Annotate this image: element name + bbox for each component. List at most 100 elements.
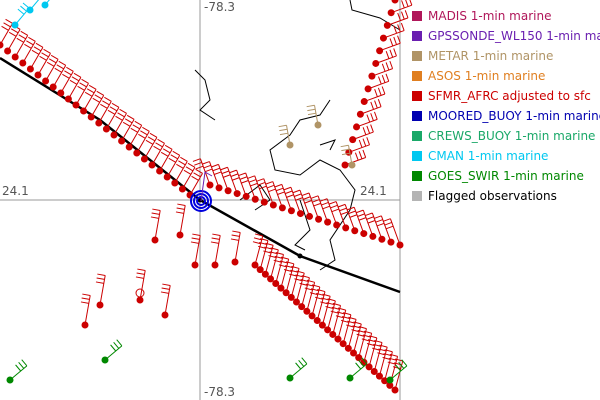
barb-flag xyxy=(361,338,370,342)
barb-flag xyxy=(193,172,201,178)
barb-flag xyxy=(3,22,11,28)
barb-flag xyxy=(239,176,248,180)
wind-barb xyxy=(321,296,331,326)
observation-dot xyxy=(224,187,232,195)
barb-flag xyxy=(153,145,161,151)
observation-dot xyxy=(286,374,294,382)
barb-flag xyxy=(301,275,310,279)
coastline xyxy=(319,139,336,151)
barb-flag xyxy=(317,289,326,293)
barb-flag xyxy=(162,148,171,154)
barb-flag xyxy=(54,67,62,73)
barb-flag xyxy=(160,291,169,294)
barb-flag xyxy=(299,282,308,286)
barb-flag xyxy=(368,335,377,339)
barb-flag xyxy=(150,216,159,219)
barb-flag xyxy=(24,43,32,49)
wind-barb xyxy=(285,263,295,293)
observation-dot xyxy=(306,212,314,220)
observation-dot xyxy=(41,1,49,9)
wind-barb xyxy=(37,53,51,76)
barb-flag xyxy=(401,359,408,367)
barb-flag xyxy=(20,5,27,12)
legend-label: Flagged observations xyxy=(428,189,557,203)
wind-barb xyxy=(280,259,290,289)
barb-flag xyxy=(401,0,405,9)
barb-flag xyxy=(180,156,188,162)
barb-flag xyxy=(336,311,345,315)
barb-flag xyxy=(192,158,201,162)
observation-dot xyxy=(298,303,306,311)
barb-flag xyxy=(358,151,363,160)
barb-flag xyxy=(358,326,367,330)
barb-flag xyxy=(367,220,376,224)
barb-flag xyxy=(280,256,289,260)
barb-flag xyxy=(355,209,364,214)
barb-flag xyxy=(374,339,383,343)
barb-flag xyxy=(213,171,222,176)
barb-flag xyxy=(397,24,401,33)
barb-flag xyxy=(341,152,351,156)
barb-flag xyxy=(201,161,210,165)
observation-dot xyxy=(19,59,27,67)
observation-dot xyxy=(260,198,268,206)
barb-flag xyxy=(343,312,352,316)
observation-dot xyxy=(349,136,357,144)
barb-flag xyxy=(230,173,239,178)
observation-dot xyxy=(4,47,12,55)
barb-flag xyxy=(295,362,302,370)
gpssonde-barb xyxy=(200,171,213,202)
barb-flag xyxy=(43,48,51,54)
observation-dot xyxy=(369,232,377,240)
barb-flag xyxy=(273,259,282,263)
barb-flag xyxy=(203,164,212,169)
barb-flag xyxy=(340,211,349,216)
barb-flag xyxy=(62,73,70,79)
barb-flag xyxy=(381,63,386,72)
wind-barb xyxy=(387,17,409,26)
wind-barb xyxy=(311,286,321,317)
barb-flag xyxy=(81,297,90,300)
observation-dot xyxy=(360,98,368,106)
barb-flag xyxy=(100,103,108,109)
barb-flag xyxy=(389,353,398,357)
barb-flag xyxy=(384,349,393,353)
legend-item: MOORED_BUOY 1-min marine xyxy=(412,106,600,126)
barb-flag xyxy=(384,221,392,226)
barb-flag xyxy=(289,273,298,277)
wind-barb xyxy=(289,363,308,379)
legend-item: GPSSONDE_WL150 1-min marine xyxy=(412,26,600,46)
barb-flag xyxy=(35,42,44,48)
barb-flag xyxy=(307,108,316,112)
barb-flag xyxy=(389,38,394,47)
observation-dot xyxy=(211,261,219,269)
barb-flag xyxy=(275,187,284,192)
barb-flag xyxy=(319,198,328,202)
barb-flag xyxy=(377,99,382,107)
observation-dot xyxy=(96,301,104,309)
observation-dot xyxy=(278,204,286,212)
barb-flag xyxy=(195,168,203,174)
barb-flag xyxy=(347,210,356,215)
wind-barb xyxy=(275,254,284,284)
observation-dot xyxy=(386,381,394,389)
observation-dot xyxy=(360,230,368,238)
barb-flag xyxy=(346,206,355,211)
observation-dot xyxy=(342,224,350,232)
legend-swatch xyxy=(412,11,422,21)
observation-dot xyxy=(251,195,259,203)
observation-dot xyxy=(353,123,361,131)
observation-dot xyxy=(286,141,294,149)
wind-barb xyxy=(121,119,135,142)
legend-swatch xyxy=(412,171,422,181)
barb-flag xyxy=(328,201,337,205)
wind-barb xyxy=(353,323,362,354)
barb-flag xyxy=(382,356,391,360)
barb-flag xyxy=(219,166,228,171)
legend-item: GOES_SWIR 1-min marine xyxy=(412,166,600,186)
barb-flag xyxy=(305,283,314,287)
barb-flag xyxy=(381,75,386,83)
observation-dot xyxy=(64,95,72,103)
